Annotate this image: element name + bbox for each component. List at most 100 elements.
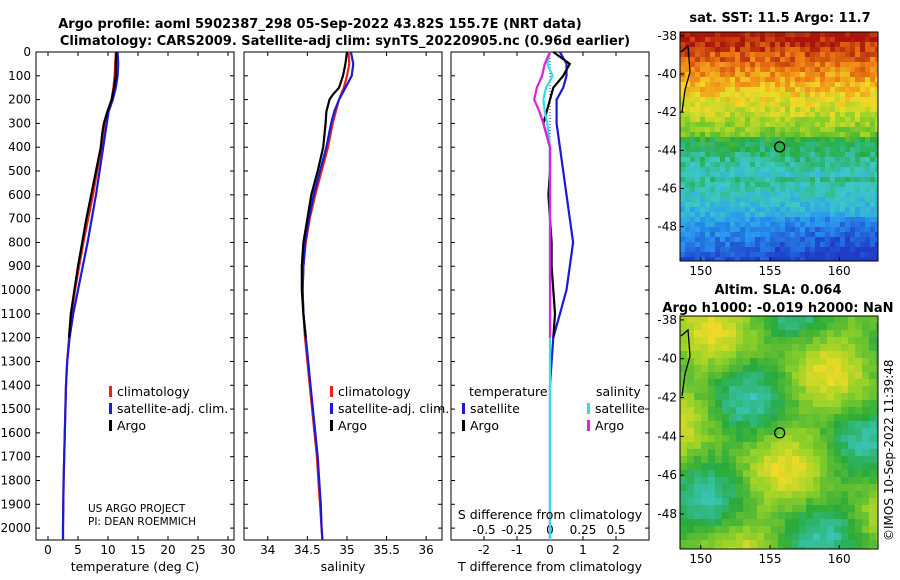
legend-label-satellite: satellite-adj. clim. xyxy=(338,401,449,416)
map-cell xyxy=(835,197,841,203)
map-cell xyxy=(785,232,791,238)
map-cell xyxy=(870,217,876,223)
map-cell xyxy=(848,344,856,352)
map-cell xyxy=(805,217,811,223)
map-cell xyxy=(690,222,696,228)
map-cell xyxy=(834,498,842,506)
map-cell xyxy=(865,77,871,83)
map-cell xyxy=(820,252,826,258)
map-cell xyxy=(785,365,793,373)
map-cell xyxy=(710,197,716,203)
sla-map-title-line2: Argo h1000: -0.019 h2000: NaN xyxy=(662,301,893,316)
map-cell xyxy=(705,257,711,261)
map-cell xyxy=(862,379,870,387)
map-cell xyxy=(806,505,814,513)
map-cell xyxy=(790,82,796,88)
map-cell xyxy=(840,247,846,253)
map-cell xyxy=(799,400,807,408)
map-cell xyxy=(792,491,800,499)
map-cell xyxy=(870,202,876,208)
map-cell xyxy=(845,47,851,53)
map-cell xyxy=(705,217,711,223)
map-cell xyxy=(830,32,836,38)
map-cell xyxy=(775,57,781,63)
map-cell xyxy=(715,37,721,43)
map-cell xyxy=(860,47,866,53)
map-cell xyxy=(835,177,841,183)
map-cell xyxy=(834,456,842,464)
map-cell xyxy=(750,470,758,478)
map-cell xyxy=(813,456,821,464)
map-cell xyxy=(792,351,800,359)
map-cell xyxy=(820,217,826,223)
map-cell xyxy=(850,197,856,203)
map-cell xyxy=(685,247,691,253)
map-cell xyxy=(870,177,876,183)
map-cell xyxy=(750,142,756,148)
map-cell xyxy=(785,442,793,450)
map-cell xyxy=(875,47,878,53)
map-cell xyxy=(855,62,861,68)
map-cell xyxy=(764,547,772,549)
map-cell xyxy=(725,192,731,198)
map-cell xyxy=(850,152,856,158)
map-cell xyxy=(840,97,846,103)
map-cell xyxy=(875,242,878,248)
map-cell xyxy=(730,147,736,153)
depth-tick-label: 0 xyxy=(23,45,31,59)
map-cell xyxy=(745,37,751,43)
map-cell xyxy=(862,428,870,436)
map-cell xyxy=(815,232,821,238)
map-cell xyxy=(840,107,846,113)
map-cell xyxy=(725,42,731,48)
map-cell xyxy=(694,379,702,387)
map-cell xyxy=(875,147,878,153)
map-cell xyxy=(815,227,821,233)
map-cell xyxy=(700,222,706,228)
map-cell xyxy=(841,540,849,548)
map-cell xyxy=(792,323,800,331)
map-cell xyxy=(735,132,741,138)
map-cell xyxy=(771,414,779,422)
figure-title-line1: Argo profile: aoml 5902387_298 05-Sep-20… xyxy=(58,17,582,32)
map-cell xyxy=(820,57,826,63)
map-cell xyxy=(730,37,736,43)
map-cell xyxy=(757,484,765,492)
map-cell xyxy=(705,127,711,133)
map-cell xyxy=(810,137,816,143)
map-cell xyxy=(799,484,807,492)
map-x-tick-label: 150 xyxy=(689,264,712,278)
map-cell xyxy=(710,252,716,258)
map-cell xyxy=(845,202,851,208)
map-cell xyxy=(845,232,851,238)
map-cell xyxy=(730,167,736,173)
map-cell xyxy=(771,386,779,394)
map-cell xyxy=(790,117,796,123)
map-cell xyxy=(701,456,709,464)
map-cell xyxy=(795,182,801,188)
map-cell xyxy=(775,117,781,123)
map-cell xyxy=(750,47,756,53)
map-cell xyxy=(729,477,737,485)
map-cell xyxy=(715,212,721,218)
map-cell xyxy=(680,42,686,48)
map-cell xyxy=(876,414,878,422)
map-cell xyxy=(806,512,814,520)
map-cell xyxy=(815,102,821,108)
map-cell xyxy=(760,67,766,73)
map-cell xyxy=(875,152,878,158)
map-cell xyxy=(820,52,826,58)
map-cell xyxy=(850,92,856,98)
map-cell xyxy=(855,247,861,253)
map-cell xyxy=(720,32,726,38)
map-cell xyxy=(870,112,876,118)
map-cell xyxy=(799,337,807,345)
map-cell xyxy=(830,72,836,78)
map-cell xyxy=(695,102,701,108)
map-cell xyxy=(805,242,811,248)
map-cell xyxy=(720,117,726,123)
map-cell xyxy=(700,107,706,113)
map-cell xyxy=(755,157,761,163)
map-cell xyxy=(835,252,841,258)
map-cell xyxy=(815,197,821,203)
